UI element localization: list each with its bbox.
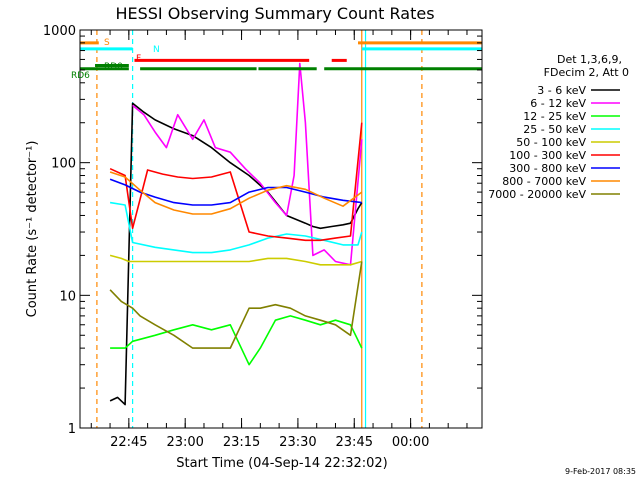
y-tick-label: 1000 xyxy=(43,24,76,39)
series-line-7000-20000-kev xyxy=(109,261,363,349)
x-tick-label: 22:45 xyxy=(110,435,147,450)
flag-label-rd0: RD0 xyxy=(104,62,123,72)
legend-title-line-2: FDecim 2, Att 0 xyxy=(544,66,629,79)
series-line-25-50-kev xyxy=(109,201,363,254)
series-line-12-25-kev xyxy=(110,315,363,366)
legend-title-line-1: Det 1,3,6,9, xyxy=(557,53,622,66)
x-tick-label: 23:15 xyxy=(223,435,260,450)
legend-entry-label: 6 - 12 keV xyxy=(530,97,586,110)
x-axis-label-value: 04-Sep-14 22:32:02 xyxy=(253,456,383,471)
y-tick-label: 100 xyxy=(51,157,76,172)
legend-entry-label: 25 - 50 keV xyxy=(523,123,586,136)
x-axis: 22:45 23:00 23:15 23:30 23:45 00:00 xyxy=(90,30,468,450)
flag-label-rd6: RD6 xyxy=(71,71,90,81)
footer-date: 9-Feb-2017 08:35 xyxy=(565,467,636,476)
legend-entry-label: 12 - 25 keV xyxy=(523,110,586,123)
y-axis: 1 10 100 1000 xyxy=(43,24,482,437)
series-line-800-7000-kev xyxy=(109,171,363,215)
y-tick-label: 1 xyxy=(68,422,76,437)
x-tick-label: 00:00 xyxy=(392,435,429,450)
legend-entry-label: 3 - 6 keV xyxy=(537,84,586,97)
x-axis-label: Start Time (04-Sep-14 22:32:02) xyxy=(176,456,388,471)
y-axis-label: Count Rate (s⁻¹ detector⁻¹) xyxy=(25,141,40,318)
series-line-50-100-kev xyxy=(109,254,363,266)
plot-frame xyxy=(79,29,483,429)
flag-label-n: N xyxy=(153,45,160,55)
plot-area xyxy=(80,30,482,428)
chart-title: HESSI Observing Summary Count Rates xyxy=(115,4,434,23)
x-tick-label: 23:30 xyxy=(279,435,316,450)
legend: Det 1,3,6,9, FDecim 2, Att 0 3 - 6 keV6 … xyxy=(488,53,629,201)
x-tick-label: 23:45 xyxy=(336,435,373,450)
series-line-6-12-kev xyxy=(132,62,363,266)
y-tick-label: 10 xyxy=(59,289,76,304)
legend-entry-label: 300 - 800 keV xyxy=(509,162,586,175)
legend-entry-label: 100 - 300 keV xyxy=(509,149,586,162)
series-line-100-300-kev xyxy=(109,122,363,242)
series-line-3-6-kev xyxy=(109,102,363,406)
flag-label-s: S xyxy=(104,38,110,48)
flag-label-f: F xyxy=(136,54,141,64)
legend-entry-label: 50 - 100 keV xyxy=(516,136,586,149)
legend-entry-label: 7000 - 20000 keV xyxy=(488,188,586,201)
x-tick-label: 23:00 xyxy=(166,435,203,450)
x-axis-label-suffix: ) xyxy=(383,456,388,471)
legend-entry-label: 800 - 7000 keV xyxy=(502,175,586,188)
x-axis-label-prefix: Start Time ( xyxy=(176,456,253,471)
